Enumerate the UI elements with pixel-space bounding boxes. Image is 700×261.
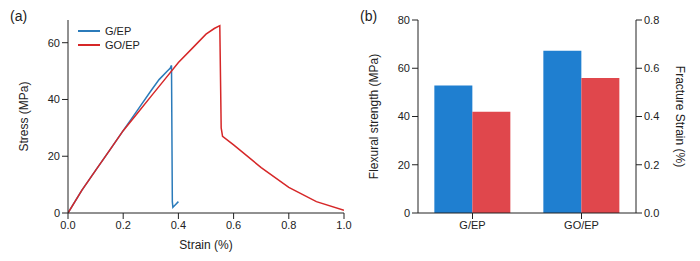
svg-text:0: 0 bbox=[54, 207, 60, 219]
svg-text:40: 40 bbox=[48, 93, 60, 105]
svg-text:0: 0 bbox=[404, 207, 410, 219]
svg-text:20: 20 bbox=[398, 159, 410, 171]
svg-text:0.0: 0.0 bbox=[644, 207, 659, 219]
svg-text:40: 40 bbox=[398, 110, 410, 122]
svg-text:Stress (MPa): Stress (MPa) bbox=[17, 81, 31, 151]
svg-text:0.4: 0.4 bbox=[171, 219, 186, 231]
svg-text:GO/EP: GO/EP bbox=[564, 219, 599, 231]
svg-text:Strain (%): Strain (%) bbox=[179, 238, 232, 252]
svg-text:60: 60 bbox=[398, 62, 410, 74]
svg-text:0.6: 0.6 bbox=[226, 219, 241, 231]
svg-text:Fracture Strain (%): Fracture Strain (%) bbox=[673, 66, 687, 167]
html-text:GO/EP: GO/EP bbox=[105, 39, 140, 51]
html-text:(a): (a) bbox=[10, 8, 28, 24]
svg-text:0.6: 0.6 bbox=[644, 62, 659, 74]
svg-text:0.0: 0.0 bbox=[60, 219, 75, 231]
svg-text:G/EP: G/EP bbox=[459, 219, 485, 231]
html-text:G/EP: G/EP bbox=[105, 25, 132, 37]
svg-text:0.2: 0.2 bbox=[644, 159, 659, 171]
svg-text:60: 60 bbox=[48, 37, 60, 49]
html-text:(b): (b) bbox=[360, 8, 378, 24]
svg-text:0.2: 0.2 bbox=[116, 219, 131, 231]
svg-text:20: 20 bbox=[48, 150, 60, 162]
svg-text:0.8: 0.8 bbox=[281, 219, 296, 231]
svg-text:80: 80 bbox=[398, 14, 410, 26]
svg-text:0.4: 0.4 bbox=[644, 110, 659, 122]
svg-text:0.8: 0.8 bbox=[644, 14, 659, 26]
svg-text:1.0: 1.0 bbox=[336, 219, 351, 231]
svg-text:Flexural strength (MPa): Flexural strength (MPa) bbox=[367, 54, 381, 179]
